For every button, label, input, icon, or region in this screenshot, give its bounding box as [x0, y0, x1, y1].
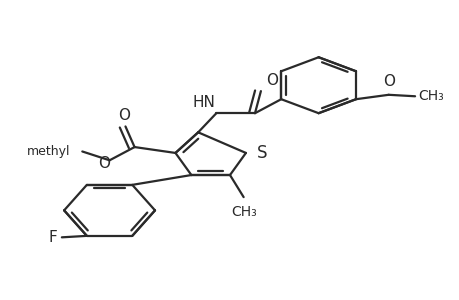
Text: O: O: [97, 156, 109, 171]
Text: CH₃: CH₃: [418, 89, 443, 103]
Text: F: F: [49, 230, 57, 245]
Text: CH₃: CH₃: [230, 206, 256, 219]
Text: S: S: [257, 144, 267, 162]
Text: O: O: [382, 74, 394, 89]
Text: O: O: [118, 108, 130, 123]
Text: O: O: [266, 73, 278, 88]
Text: HN: HN: [192, 95, 215, 110]
Text: methyl: methyl: [27, 145, 70, 158]
